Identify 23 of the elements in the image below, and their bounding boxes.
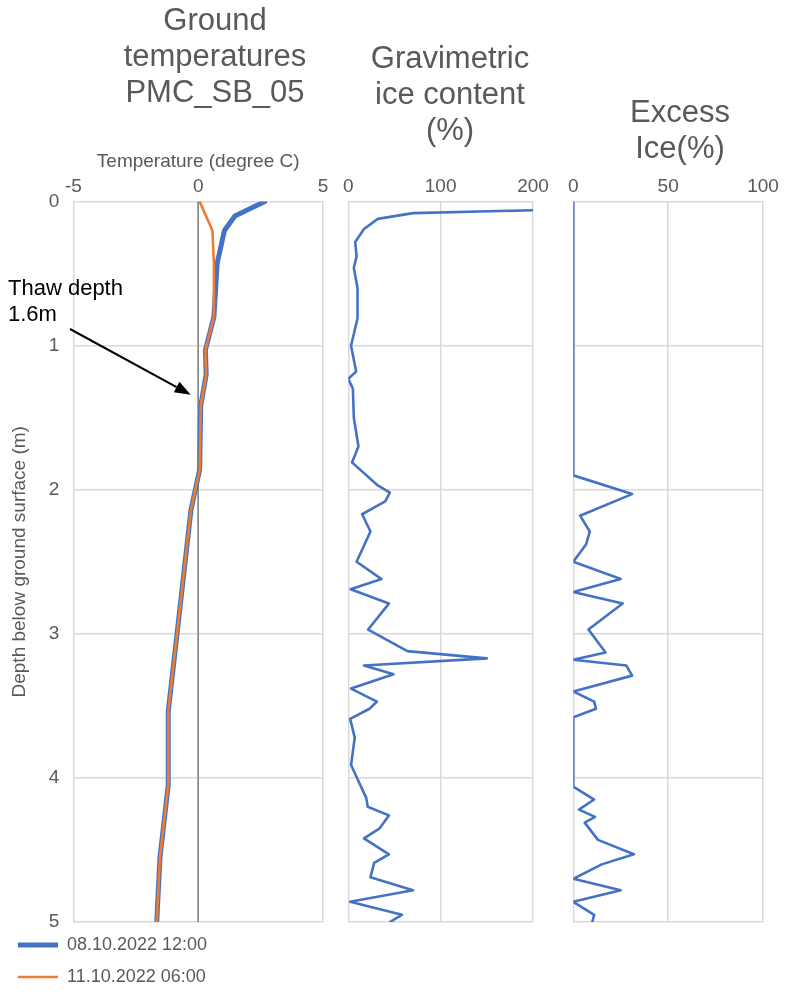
y-tick-label: 3 (48, 622, 60, 644)
x-tick-label: 0 (342, 175, 354, 197)
x-tick-label: 0 (567, 175, 579, 197)
chart-title: Excess Ice(%) (629, 94, 731, 166)
x-tick-label: 0 (192, 175, 204, 197)
annotation: Thaw depth 1.6m (8, 275, 124, 327)
x-tick-label: 200 (517, 175, 549, 197)
y-tick-label: 1 (48, 333, 60, 355)
chart-title: Gravimetric ice content (%) (369, 40, 531, 148)
legend-label: 08.10.2022 12:00 (67, 933, 208, 954)
x-axis-title: Temperature (degree C) (96, 149, 300, 171)
x-tick-label: 50 (657, 175, 679, 197)
legend-label: 11.10.2022 06:00 (67, 965, 206, 986)
x-tick-label: -5 (64, 175, 82, 197)
y-axis-title: Depth below ground surface (m) (7, 426, 29, 698)
x-tick-label: 5 (317, 175, 329, 197)
x-tick-label: 100 (424, 175, 457, 197)
chart-title: Ground temperatures PMC_SB_05 (122, 2, 308, 110)
y-tick-label: 4 (48, 766, 60, 788)
x-tick-label: 100 (747, 175, 779, 197)
y-tick-label: 0 (48, 189, 60, 211)
y-tick-label: 5 (48, 910, 60, 932)
y-tick-label: 2 (48, 477, 60, 499)
